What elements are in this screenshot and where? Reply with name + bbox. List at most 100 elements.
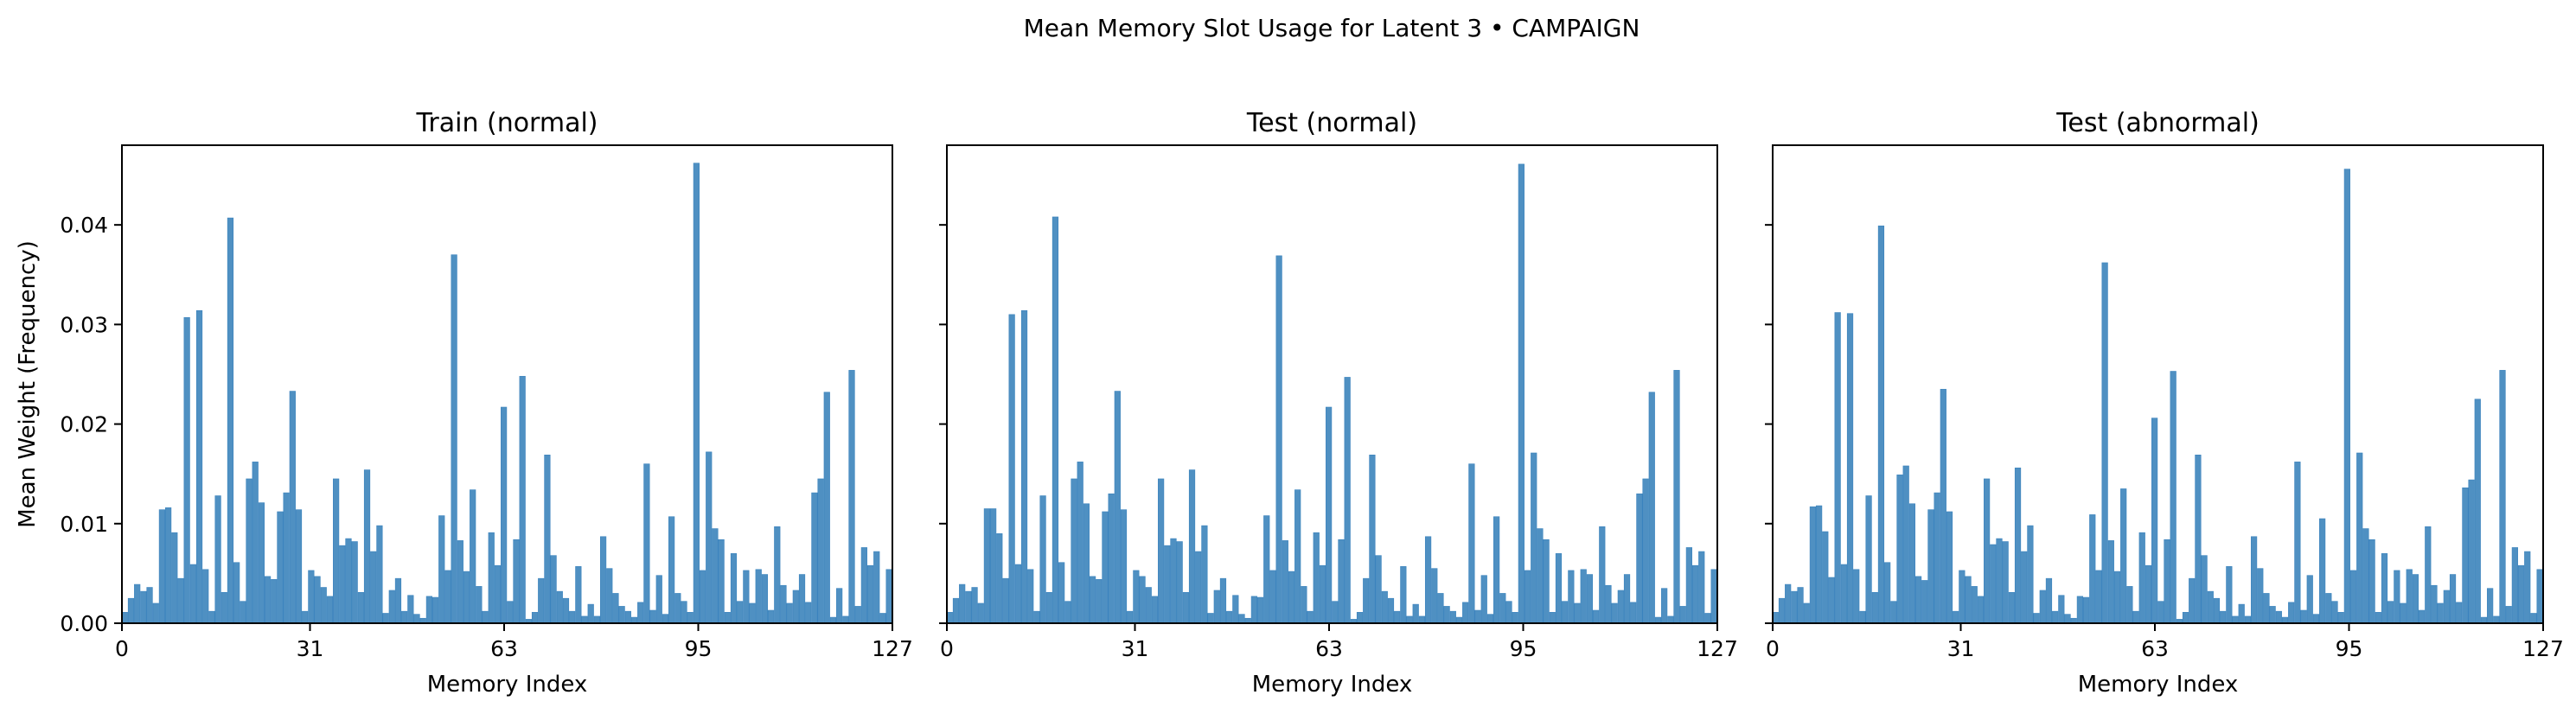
x-tick-label: 0 (115, 636, 129, 661)
bar (1984, 478, 1991, 624)
bar (2394, 570, 2400, 624)
bar (786, 602, 793, 624)
bar (755, 569, 762, 624)
bar (214, 495, 221, 624)
bar (2381, 553, 2388, 624)
bar (1344, 377, 1351, 624)
x-tick-label: 95 (685, 636, 713, 661)
bar (952, 597, 960, 624)
bar (1182, 591, 1189, 624)
bar (1027, 569, 1034, 624)
bar (1406, 615, 1413, 624)
bar (1685, 547, 1692, 624)
x-axis-label: Memory Index (2078, 672, 2239, 698)
bar (1468, 463, 1475, 624)
bar (618, 606, 625, 624)
y-tick-label: 0.01 (60, 512, 108, 537)
bar (2306, 575, 2313, 624)
bar (258, 502, 265, 624)
bar (965, 590, 972, 624)
bar (2349, 570, 2357, 624)
bar (2238, 603, 2245, 624)
bar (1455, 616, 1463, 624)
bar (1623, 574, 1631, 624)
bar (990, 508, 997, 624)
bar (401, 610, 408, 624)
bar (1710, 569, 1717, 624)
bar (2101, 262, 2108, 624)
bar (854, 606, 861, 624)
bar (2058, 595, 2065, 624)
bar (836, 588, 843, 624)
bar (2170, 371, 2176, 624)
bar (1356, 612, 1364, 624)
y-axis-label: Mean Weight (Frequency) (15, 240, 41, 528)
bar (2195, 454, 2202, 624)
bar (1853, 569, 1860, 624)
bar (2021, 551, 2028, 624)
bar (996, 533, 1003, 624)
x-tick-label: 95 (1510, 636, 1537, 661)
bar (674, 593, 681, 624)
bar (556, 590, 563, 624)
bar (612, 593, 619, 624)
bar (2418, 609, 2426, 624)
bar (438, 515, 445, 624)
bar (1369, 454, 1376, 624)
bar (1611, 602, 1618, 624)
bar (488, 532, 495, 624)
bar (2107, 540, 2114, 624)
bar (1555, 553, 1563, 624)
bar (1431, 568, 1438, 624)
bar (2232, 615, 2239, 624)
x-tick-label: 127 (2522, 636, 2564, 661)
bar (1834, 312, 1841, 624)
bar (1064, 601, 1071, 624)
bar (581, 615, 588, 624)
bar (2312, 614, 2320, 624)
bar (2387, 601, 2394, 624)
bar (2182, 612, 2189, 624)
bar (2300, 609, 2307, 624)
bar (2431, 584, 2438, 624)
bar (1971, 586, 1978, 624)
axes-frame (946, 144, 1718, 624)
bar (2331, 601, 2338, 624)
bar (2337, 612, 2344, 624)
bar (1102, 511, 1109, 624)
bar (2275, 610, 2282, 624)
bar (977, 602, 984, 624)
panel-title: Test (abnormal) (2055, 108, 2260, 138)
bar (1877, 226, 1885, 624)
bar (1474, 609, 1481, 624)
bar (1586, 574, 1594, 624)
bar (1033, 610, 1040, 624)
bar (2375, 612, 2381, 624)
bar (146, 587, 153, 624)
bar (320, 587, 327, 624)
bar (183, 317, 190, 624)
bar (1164, 545, 1171, 624)
bar (314, 576, 321, 624)
bar (649, 609, 656, 624)
bar (2294, 462, 2301, 624)
bar (817, 478, 824, 624)
y-tick-label: 0.04 (60, 213, 108, 238)
bar (693, 163, 700, 624)
bar (351, 541, 358, 624)
bar (2499, 370, 2506, 624)
bar (848, 370, 855, 624)
bar (2244, 615, 2252, 624)
bar (1921, 580, 1928, 624)
bar (569, 610, 576, 624)
bar (1667, 615, 1674, 624)
chart-panel: 0 31 63 95 127 Test (abnormal) Memory Index (1765, 108, 2564, 698)
bar (2263, 593, 2270, 624)
bar (2132, 610, 2139, 624)
bar (1158, 478, 1165, 624)
bar (1275, 255, 1282, 624)
bar (2281, 616, 2289, 624)
bar (1816, 505, 1823, 624)
bar (2126, 586, 2133, 624)
bar (1822, 531, 1829, 624)
